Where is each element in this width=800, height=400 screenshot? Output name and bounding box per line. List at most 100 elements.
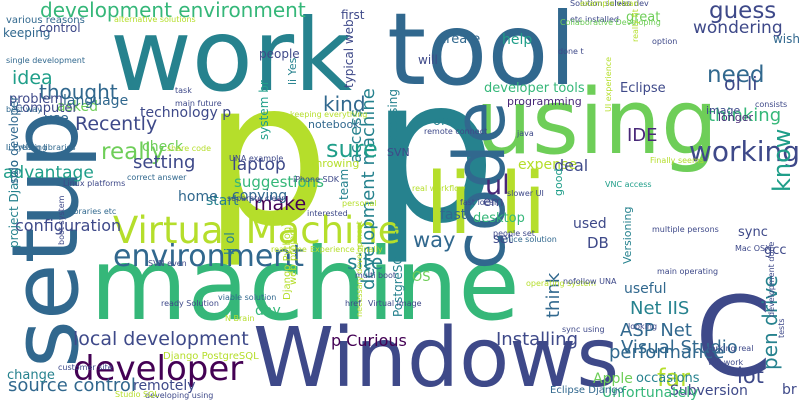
word-18: source control xyxy=(8,375,136,396)
word-25: thinking xyxy=(708,105,782,126)
word-15: know xyxy=(768,128,796,192)
word-73: typical web xyxy=(342,19,356,88)
word-115: various reasons xyxy=(6,15,85,26)
word-17: local development xyxy=(73,328,249,350)
word-49: copying xyxy=(232,188,288,204)
word-105: p Curious xyxy=(331,331,407,350)
word-0: p xyxy=(203,38,330,271)
word-122: libraries etc xyxy=(69,207,117,216)
word-4: machine xyxy=(90,226,520,343)
word-87: deal xyxy=(554,156,589,175)
word-140: Mac OSX xyxy=(735,244,771,253)
word-124: share code xyxy=(167,144,212,153)
word-70: programming xyxy=(507,95,582,108)
word-21: setting xyxy=(133,152,196,173)
word-173: UI experience xyxy=(604,56,613,112)
word-69: developer tools xyxy=(484,81,585,96)
word-14: working xyxy=(688,135,800,168)
word-171: consists xyxy=(755,100,788,109)
word-33: Visual Studio xyxy=(621,337,738,358)
word-31: IDE xyxy=(627,125,658,146)
word-80: em xyxy=(483,195,504,210)
word-32: ASP Net xyxy=(620,320,692,341)
word-102: day xyxy=(255,303,281,319)
word-155: developing using xyxy=(145,391,214,400)
word-63: first xyxy=(341,8,365,22)
word-37: lot xyxy=(737,364,764,388)
word-99: Subversion xyxy=(670,383,748,399)
word-2: work xyxy=(110,0,352,114)
word-38: Installing xyxy=(496,329,579,350)
word-65: create xyxy=(439,32,481,47)
word-57: asked xyxy=(57,99,98,115)
word-71: one xyxy=(433,114,458,129)
word-103: change xyxy=(7,368,55,383)
word-54: check xyxy=(142,139,183,155)
word-153: ready Solution xyxy=(161,299,219,308)
word-88: good xyxy=(552,168,565,196)
word-44: make xyxy=(254,193,307,215)
word-144: UNA example xyxy=(229,154,284,163)
word-3: tool xyxy=(387,0,577,108)
word-53: advantage xyxy=(3,163,94,183)
word-95: Eclipse xyxy=(620,81,666,96)
word-162: looking xyxy=(628,322,658,331)
word-131: done t xyxy=(558,47,584,56)
word-154: customer site xyxy=(58,363,113,372)
word-55: technology p xyxy=(140,105,232,121)
word-77: throwing xyxy=(311,157,360,170)
word-168: development done xyxy=(767,241,776,317)
word-82: OS xyxy=(412,270,431,285)
word-36: far xyxy=(657,364,691,392)
word-139: VNC access xyxy=(605,180,652,189)
word-134: slower UI xyxy=(507,189,544,198)
word-86: expense xyxy=(518,157,577,173)
word-133: option xyxy=(652,37,678,46)
word-135: real workflow xyxy=(412,184,466,193)
word-161: sync using xyxy=(562,325,605,334)
word-84: set xyxy=(493,232,513,247)
word-1: p xyxy=(370,35,497,268)
word-125: keeping everything xyxy=(290,110,368,119)
word-51: home xyxy=(178,189,218,205)
word-41: sure xyxy=(326,135,378,163)
word-145: separate clean xyxy=(227,194,287,203)
word-81: DB xyxy=(587,234,609,252)
word-78: notebook xyxy=(308,118,360,131)
word-150: boot system xyxy=(57,195,66,245)
word-76: accessing xyxy=(386,89,400,148)
word-98: occasions xyxy=(636,371,700,386)
word-147: interested xyxy=(307,209,348,218)
word-174: example clean xyxy=(580,0,639,8)
word-22: thought xyxy=(39,80,118,104)
word-35: performance xyxy=(609,342,725,363)
word-28: wondering xyxy=(693,18,783,38)
word-45: way xyxy=(413,228,456,252)
word-157: main operating xyxy=(657,267,719,276)
word-172: java xyxy=(517,129,534,138)
word-121: correct answer xyxy=(127,173,187,182)
word-114: Django Python xyxy=(282,226,293,300)
word-136: fast local xyxy=(460,198,497,207)
word-20: really xyxy=(101,139,165,165)
word-130: clean dev xyxy=(610,0,649,8)
word-175: href xyxy=(345,299,361,308)
word-127: etc installed xyxy=(570,15,619,24)
word-165: will work xyxy=(708,358,744,367)
word-10: C xyxy=(695,273,772,400)
word-16: development environment xyxy=(40,0,306,22)
word-113: Django PostgreSQL xyxy=(163,351,259,362)
word-94: image xyxy=(706,104,741,117)
word-169: main future xyxy=(175,99,222,108)
word-112: Eclipse Django xyxy=(550,385,624,396)
word-42: kind xyxy=(323,92,366,116)
word-7: li li xyxy=(425,155,547,254)
word-123: iPhone SDK xyxy=(293,175,340,184)
word-148: Experience Finally xyxy=(310,245,383,254)
word-39: site xyxy=(347,250,384,274)
word-62: control xyxy=(39,21,81,35)
word-128: Collaborative Developing xyxy=(560,18,661,27)
word-23: idea xyxy=(12,67,53,89)
word-159: multi boot xyxy=(355,271,396,280)
word-66: help xyxy=(502,32,533,48)
